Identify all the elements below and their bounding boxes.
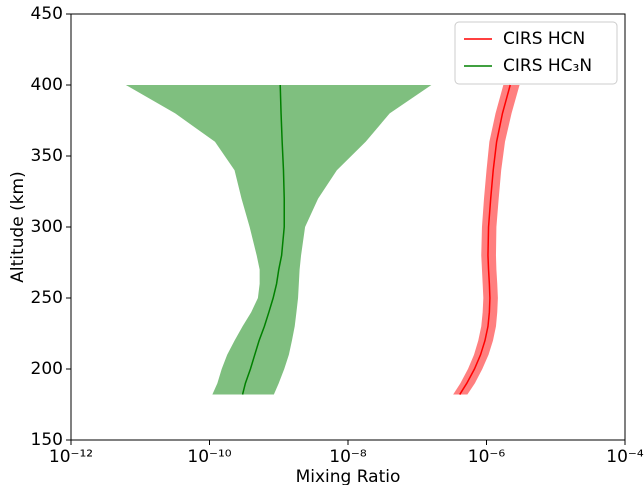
band	[125, 85, 432, 395]
y-tick-label: 400	[31, 75, 63, 95]
y-tick-label: 450	[31, 4, 63, 24]
band	[453, 85, 520, 395]
plot-area	[125, 84, 520, 395]
legend-label: CIRS HCN	[503, 29, 585, 49]
y-tick-label: 150	[31, 430, 63, 450]
line	[459, 84, 511, 395]
legend-box	[454, 21, 618, 85]
y-tick-label: 350	[31, 146, 63, 166]
y-tick-label: 300	[31, 217, 63, 237]
x-tick-label: 10⁻¹⁰	[187, 447, 231, 467]
x-tick-label: 10⁻⁴	[606, 447, 644, 467]
y-axis-label: Altitude (km)	[8, 171, 28, 283]
x-tick-label: 10⁻⁶	[468, 447, 506, 467]
x-axis-label: Mixing Ratio	[296, 467, 401, 485]
line	[241, 84, 285, 395]
x-tick-label: 10⁻⁸	[329, 447, 367, 467]
y-tick-label: 200	[31, 359, 63, 379]
y-tick-label: 250	[31, 288, 63, 308]
legend-label: CIRS HC₃N	[503, 56, 592, 76]
x-tick-label: 10⁻¹²	[49, 447, 93, 467]
